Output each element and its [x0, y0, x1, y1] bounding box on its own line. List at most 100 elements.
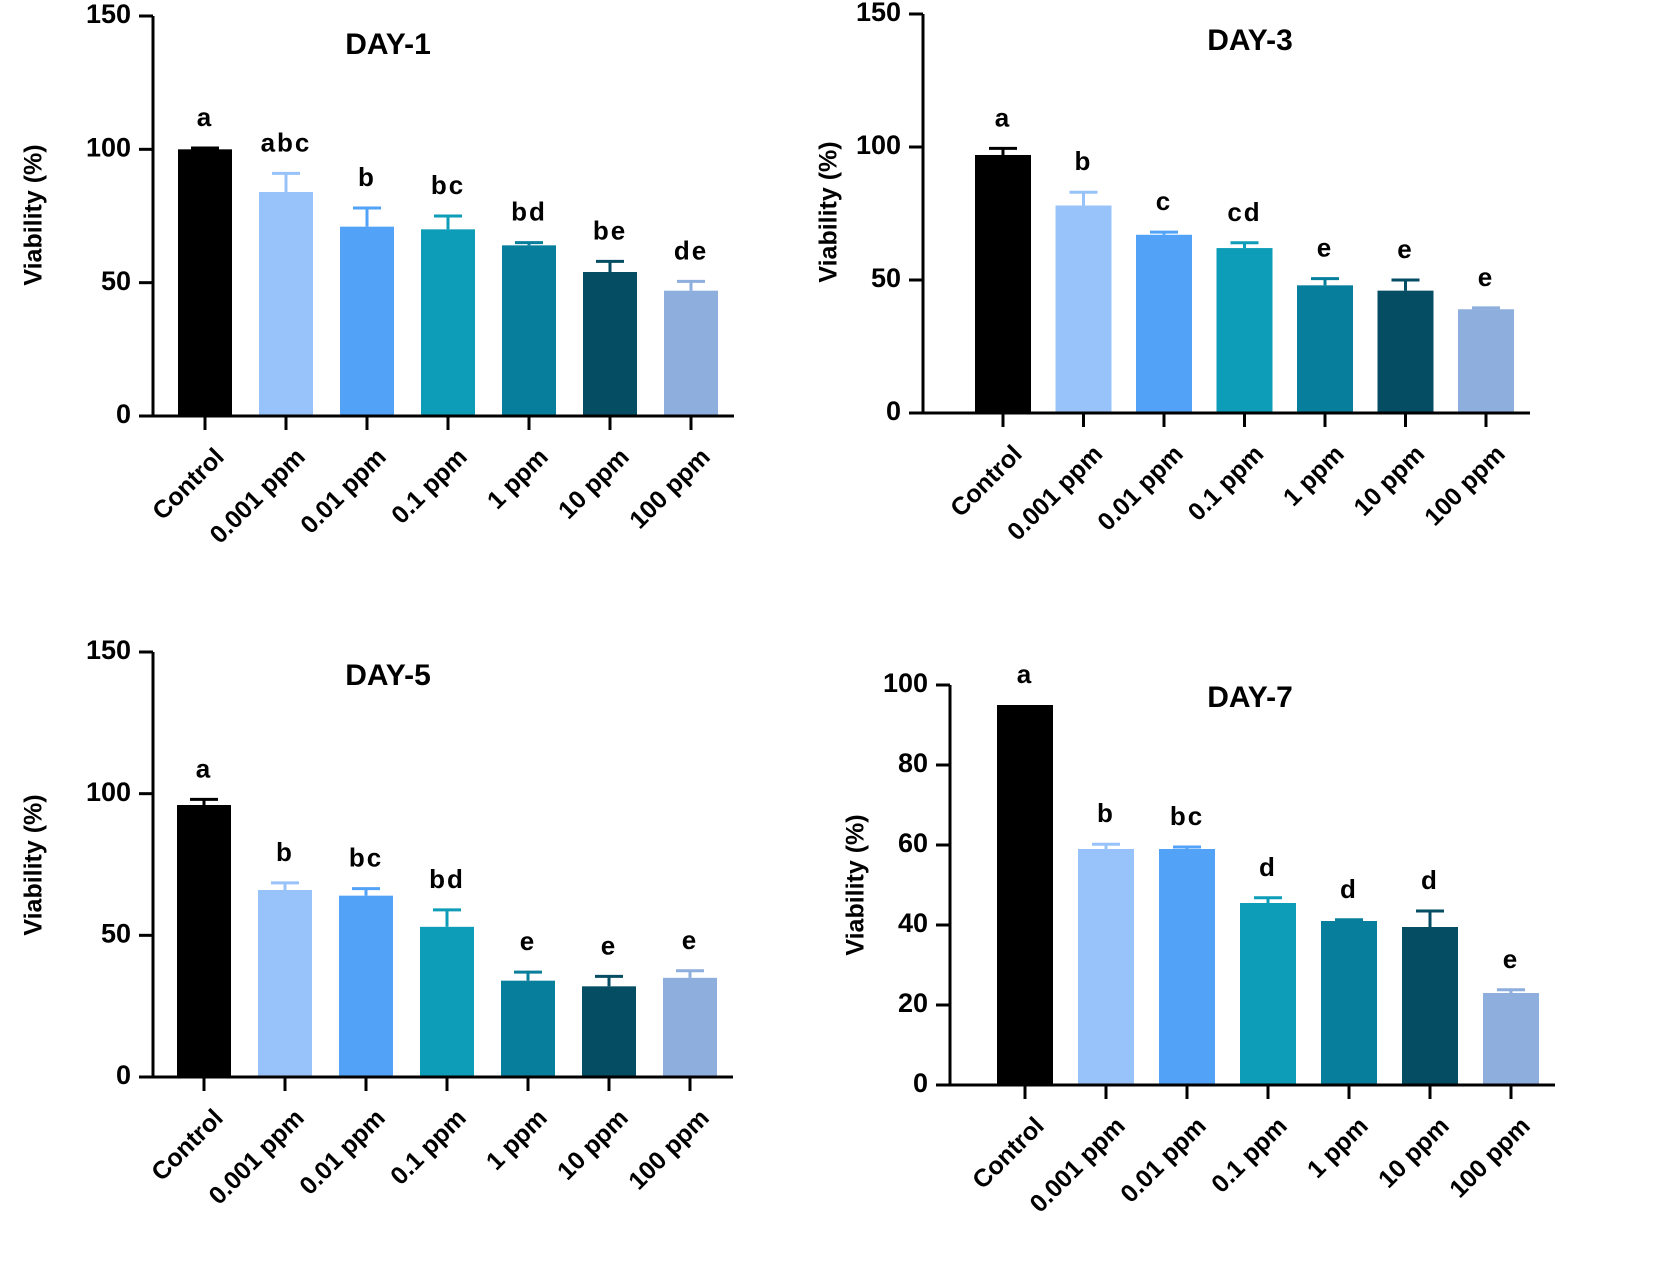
significance-label: a — [995, 102, 1011, 132]
significance-label: b — [1097, 798, 1115, 828]
x-tick-label: 10 ppm — [553, 443, 635, 525]
chart-title: DAY-3 — [1207, 24, 1293, 57]
significance-label: e — [682, 925, 698, 955]
y-tick-label: 150 — [856, 0, 901, 27]
significance-label: bc — [349, 843, 383, 873]
bar — [259, 192, 313, 416]
x-tick-label: 1 ppm — [1278, 440, 1350, 512]
x-tick-label: 10 ppm — [1373, 1112, 1455, 1194]
y-axis-label: Viability (%) — [815, 141, 843, 282]
y-tick-label: 60 — [898, 828, 928, 858]
bar — [975, 154, 1031, 414]
x-tick-label: Control — [945, 440, 1028, 523]
bar — [502, 245, 556, 416]
significance-label: bc — [1170, 801, 1204, 831]
significance-label: be — [593, 215, 627, 245]
x-tick-label: Control — [146, 1104, 229, 1187]
y-tick-label: 0 — [886, 396, 901, 426]
bar — [582, 986, 636, 1077]
significance-label: d — [1259, 852, 1277, 882]
significance-label: bd — [429, 864, 465, 894]
bar — [1136, 234, 1192, 413]
x-tick-label: 0.01 ppm — [294, 1104, 390, 1200]
bar — [664, 290, 718, 416]
x-tick-label: 1 ppm — [482, 443, 554, 515]
significance-label: a — [1017, 659, 1033, 689]
y-tick-label: 0 — [913, 1068, 928, 1098]
x-tick-label: 1 ppm — [481, 1104, 553, 1176]
x-tick-label: 0.01 ppm — [1092, 440, 1188, 536]
bar — [339, 895, 393, 1077]
y-tick-label: 0 — [116, 399, 131, 429]
x-tick-label: 0.1 ppm — [1206, 1112, 1293, 1199]
significance-label: e — [1478, 262, 1494, 292]
significance-label: e — [601, 930, 617, 960]
chart-title: DAY-1 — [345, 28, 431, 61]
y-axis-label: Viability (%) — [20, 794, 48, 935]
x-tick-label: 1 ppm — [1302, 1112, 1374, 1184]
x-tick-label: 100 ppm — [1444, 1112, 1536, 1204]
chart-panel: DAY-1 Viability (%) a abc b bc bd be de 0 50 100 150… — [20, 0, 734, 549]
x-tick-label: 100 ppm — [623, 1104, 715, 1196]
chart-panel: DAY-3 Viability (%) a b c cd e e e 0 50 100 150 Contr… — [815, 0, 1530, 546]
y-tick-label: 100 — [856, 130, 901, 160]
y-tick-label: 20 — [898, 988, 928, 1018]
significance-label: c — [1156, 186, 1172, 216]
bar — [663, 977, 717, 1077]
significance-label: a — [196, 753, 212, 783]
y-tick-label: 0 — [116, 1060, 131, 1090]
bar — [1055, 205, 1112, 413]
significance-label: e — [520, 926, 536, 956]
x-tick-label: 100 ppm — [624, 443, 716, 535]
y-tick-label: 100 — [883, 668, 928, 698]
significance-label: cd — [1227, 197, 1261, 227]
significance-label: abc — [261, 127, 312, 157]
x-tick-label: Control — [967, 1112, 1050, 1195]
bar — [1458, 309, 1514, 413]
chart-title: DAY-5 — [345, 659, 431, 692]
y-axis-label: Viability (%) — [842, 814, 870, 955]
significance-label: b — [358, 162, 376, 192]
bar — [258, 890, 312, 1077]
y-tick-label: 40 — [898, 908, 928, 938]
y-tick-label: 50 — [871, 263, 901, 293]
y-tick-label: 80 — [898, 748, 928, 778]
y-tick-label: 150 — [86, 635, 131, 665]
bar — [997, 705, 1053, 1085]
significance-label: bd — [511, 197, 547, 227]
significance-label: bc — [431, 170, 465, 200]
significance-label: e — [1317, 233, 1333, 263]
significance-label: de — [674, 235, 708, 265]
bar — [1159, 849, 1215, 1085]
chart-title: DAY-7 — [1207, 681, 1293, 714]
bar — [177, 805, 231, 1077]
bar — [1078, 849, 1134, 1085]
chart-panel: DAY-5 Viability (%) a b bc bd e e e 0 50 100 150 Cont… — [20, 635, 733, 1210]
x-tick-label: 0.1 ppm — [1183, 440, 1270, 527]
bar — [501, 980, 555, 1077]
bar — [1377, 290, 1434, 413]
y-tick-label: 50 — [101, 918, 131, 948]
significance-label: d — [1340, 874, 1358, 904]
x-tick-label: 10 ppm — [552, 1104, 634, 1186]
bar — [178, 149, 232, 417]
x-tick-label: 0.1 ppm — [385, 1104, 472, 1191]
significance-label: e — [1397, 234, 1413, 264]
significance-label: b — [276, 837, 294, 867]
bar — [1402, 927, 1458, 1085]
x-tick-label: 10 ppm — [1348, 440, 1430, 522]
bar — [421, 229, 475, 416]
y-axis-label: Viability (%) — [20, 144, 48, 285]
y-tick-label: 150 — [86, 0, 131, 29]
bar — [340, 226, 394, 416]
x-tick-label: Control — [147, 443, 230, 526]
bar — [420, 926, 474, 1077]
y-tick-label: 50 — [101, 266, 131, 296]
significance-label: a — [197, 102, 213, 132]
x-tick-label: 100 ppm — [1419, 440, 1511, 532]
y-tick-label: 100 — [86, 777, 131, 807]
bar — [1240, 903, 1296, 1085]
x-tick-label: 0.01 ppm — [295, 443, 391, 539]
x-tick-label: 0.1 ppm — [386, 443, 473, 530]
